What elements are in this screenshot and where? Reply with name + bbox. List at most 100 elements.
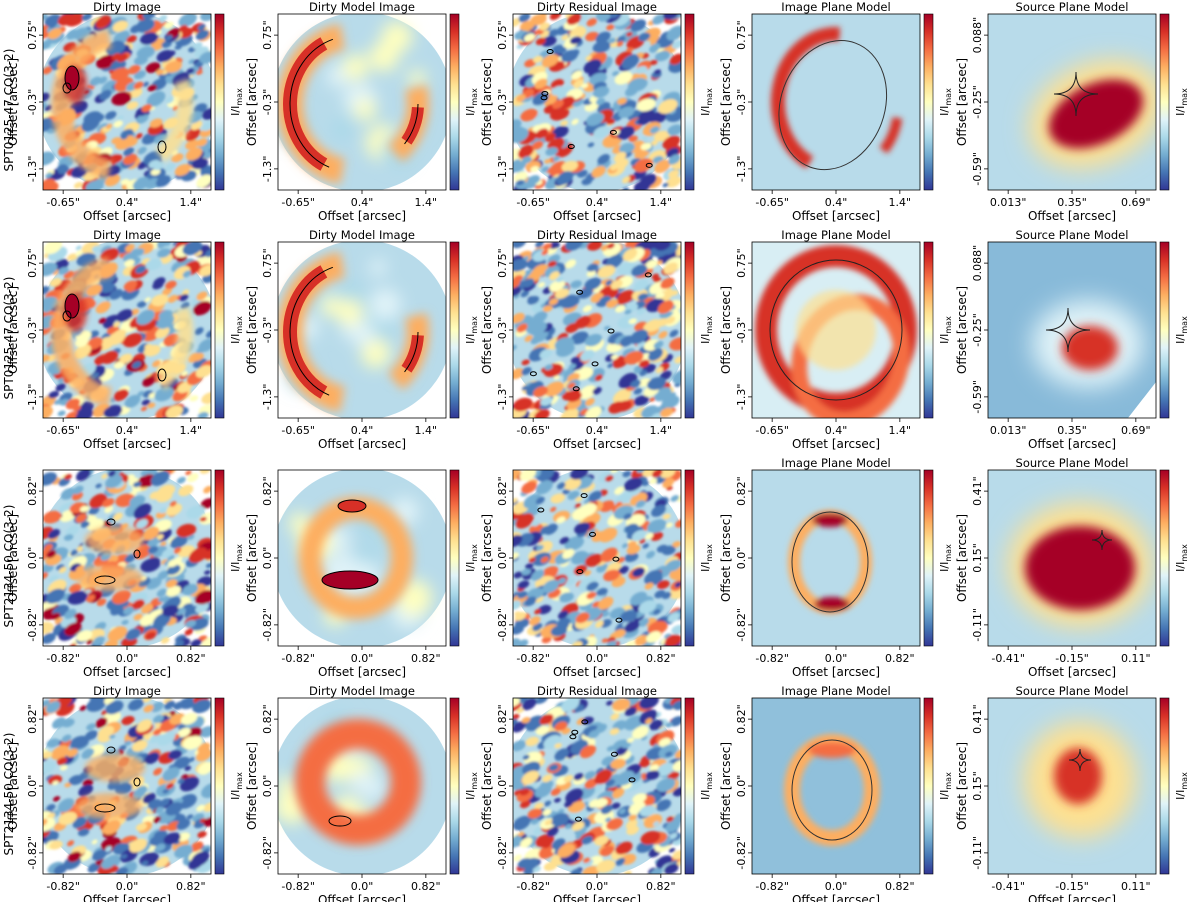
noise-blob bbox=[103, 819, 121, 835]
noise-blob bbox=[614, 486, 625, 495]
x-tick-label: -0.82" bbox=[516, 880, 550, 893]
noise-blob bbox=[75, 408, 94, 418]
noise-blob bbox=[145, 631, 157, 640]
panel-title: Image Plane Model bbox=[781, 456, 890, 470]
colorbar-label-sub: max bbox=[944, 772, 953, 790]
colorbar-label: I/Imax bbox=[938, 316, 953, 344]
contour bbox=[157, 140, 167, 154]
noise-blob bbox=[593, 798, 608, 808]
colorbar-label-main: I/I bbox=[699, 790, 712, 800]
x-tick-label: 0.4" bbox=[116, 424, 139, 437]
noise-blob bbox=[556, 171, 574, 186]
noise-blob bbox=[75, 513, 87, 523]
noise-blob bbox=[92, 849, 107, 861]
noise-blob bbox=[665, 722, 673, 728]
noise-blob bbox=[662, 182, 669, 188]
contour bbox=[541, 91, 549, 97]
noise-blob bbox=[95, 717, 108, 728]
noise-blob bbox=[638, 759, 651, 768]
noise-blob bbox=[560, 408, 579, 418]
noise-blob bbox=[43, 510, 62, 524]
noise-blob bbox=[126, 35, 137, 44]
noise-blob bbox=[644, 582, 654, 590]
y-axis-label: Offset [arcsec] bbox=[245, 58, 259, 146]
noise-blob bbox=[658, 330, 668, 339]
noise-blob bbox=[649, 59, 658, 66]
noise-blob bbox=[571, 551, 589, 565]
noise-blob bbox=[667, 124, 681, 136]
noise-blob bbox=[120, 854, 128, 859]
noise-blob bbox=[570, 280, 582, 289]
noise-blob bbox=[110, 158, 118, 165]
noise-blob bbox=[150, 470, 170, 487]
lensed-arc bbox=[879, 116, 903, 154]
y-tick-label: 0.0" bbox=[26, 547, 39, 570]
noise-blob bbox=[204, 570, 211, 575]
source-core bbox=[1025, 526, 1135, 610]
noise-blob bbox=[124, 740, 132, 746]
noise-blob bbox=[610, 758, 626, 770]
noise-blob bbox=[595, 723, 607, 734]
noise-blob bbox=[662, 477, 675, 489]
colorbar bbox=[449, 469, 460, 647]
noise-blob bbox=[189, 395, 199, 402]
colorbar-label-sub: max bbox=[1180, 88, 1189, 106]
noise-blob bbox=[70, 735, 90, 749]
noise-blob bbox=[105, 111, 117, 120]
contour bbox=[615, 617, 623, 623]
noise-blob bbox=[163, 21, 174, 29]
noise-blob bbox=[177, 778, 185, 784]
x-tick-label: 0.0" bbox=[586, 652, 609, 665]
noise-blob bbox=[639, 805, 657, 817]
noise-blob bbox=[608, 38, 617, 44]
noise-blob bbox=[108, 470, 116, 477]
noise-blob bbox=[152, 612, 171, 629]
noise-blob bbox=[123, 153, 138, 165]
noise-blob bbox=[76, 470, 91, 482]
noise-blob bbox=[627, 737, 635, 743]
noise-blob bbox=[113, 389, 129, 402]
noise-blob bbox=[601, 244, 609, 251]
emission-arc bbox=[85, 526, 145, 554]
noise-blob bbox=[133, 613, 143, 621]
x-tick-label: -0.65" bbox=[755, 196, 789, 209]
noise-blob bbox=[141, 104, 152, 113]
contour bbox=[612, 556, 620, 562]
sidelobe bbox=[336, 552, 355, 571]
row-source-label: SPT2134-50 CO(3-2) bbox=[2, 505, 16, 628]
noise-blob bbox=[613, 151, 627, 163]
contour bbox=[62, 82, 72, 94]
noise-blob bbox=[606, 818, 623, 831]
noise-blob bbox=[46, 550, 57, 559]
noise-blob bbox=[574, 315, 591, 329]
noise-blob bbox=[136, 719, 152, 733]
contour bbox=[574, 816, 582, 822]
noise-blob bbox=[584, 570, 592, 576]
noise-blob bbox=[121, 619, 129, 625]
noise-blob bbox=[588, 490, 603, 502]
row-source-label: SPT2134-50 CO(3-2) bbox=[2, 733, 16, 856]
noise-blob bbox=[566, 391, 582, 402]
noise-blob bbox=[630, 329, 649, 345]
y-tick-label: 0.41" bbox=[971, 476, 984, 506]
row-source-label: SPT0125-47 CO(3-2) bbox=[2, 277, 16, 400]
noise-blob bbox=[513, 777, 522, 785]
noise-blob bbox=[135, 265, 147, 274]
x-tick-label: 0.4" bbox=[586, 424, 609, 437]
noise-blob bbox=[192, 699, 211, 714]
background bbox=[752, 470, 920, 646]
noise-blob bbox=[180, 712, 198, 725]
panel-title: Image Plane Model bbox=[781, 0, 890, 14]
noise-blob bbox=[587, 142, 595, 148]
panel-title: Image Plane Model bbox=[781, 228, 890, 242]
noise-blob bbox=[169, 501, 177, 507]
noise-blob bbox=[198, 726, 211, 738]
noise-blob bbox=[145, 258, 163, 271]
noise-blob bbox=[563, 774, 574, 783]
noise-blob bbox=[570, 356, 581, 364]
noise-blob bbox=[86, 723, 96, 731]
noise-blob bbox=[661, 591, 672, 600]
x-tick-label: 1.4" bbox=[889, 424, 912, 437]
x-axis-label: Offset [arcsec] bbox=[1028, 893, 1116, 902]
noise-blob bbox=[542, 841, 552, 849]
